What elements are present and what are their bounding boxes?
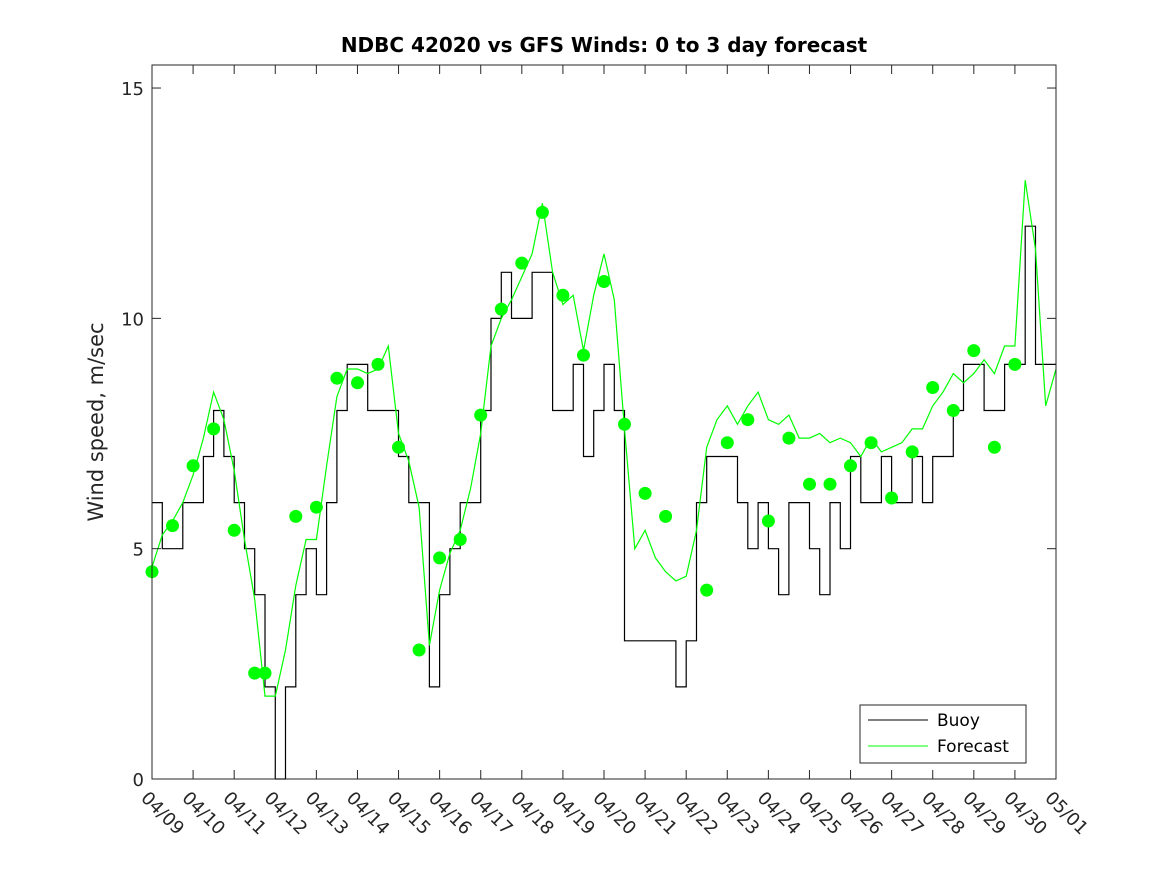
forecast-marker-point xyxy=(844,459,857,473)
y-axis-label: Wind speed, m/sec xyxy=(84,322,108,521)
y-tick-label: 15 xyxy=(121,79,144,100)
buoy-series-line xyxy=(152,225,1056,780)
forecast-marker-point xyxy=(967,344,981,358)
y-tick-label: 10 xyxy=(121,309,144,330)
forecast-marker-point xyxy=(494,302,508,316)
legend: Buoy Forecast xyxy=(859,704,1027,764)
forecast-marker-point xyxy=(207,422,221,436)
forecast-marker-point xyxy=(248,666,262,680)
forecast-marker-point xyxy=(926,381,940,394)
forecast-marker-point xyxy=(371,357,385,371)
forecast-marker-point xyxy=(864,436,878,450)
forecast-marker-point xyxy=(474,408,488,422)
forecast-marker-point xyxy=(803,477,816,491)
forecast-marker-point xyxy=(392,440,405,454)
forecast-marker-point xyxy=(289,509,303,523)
plot-area xyxy=(152,65,1056,779)
forecast-marker-point xyxy=(351,376,364,390)
forecast-marker-point xyxy=(741,413,755,427)
forecast-marker-point xyxy=(309,500,323,514)
forecast-marker-point xyxy=(761,514,775,528)
forecast-marker-point xyxy=(556,288,570,302)
forecast-marker-point xyxy=(638,486,652,500)
chart-title: NDBC 42020 vs GFS Winds: 0 to 3 day fore… xyxy=(341,33,868,57)
forecast-marker-point xyxy=(453,533,467,546)
forecast-marker-point xyxy=(1008,357,1022,371)
forecast-marker-point xyxy=(618,417,631,431)
legend-label-forecast: Forecast xyxy=(937,737,1009,757)
forecast-marker-point xyxy=(823,477,837,491)
forecast-marker-point xyxy=(186,459,200,473)
forecast-marker-point xyxy=(946,404,960,417)
forecast-marker-point xyxy=(577,348,590,362)
forecast-marker-point xyxy=(782,431,796,445)
forecast-marker-point xyxy=(535,205,549,219)
legend-label-buoy: Buoy xyxy=(937,711,980,731)
forecast-marker-point xyxy=(330,371,344,385)
forecast-marker-point xyxy=(515,256,529,270)
y-tick-label: 5 xyxy=(133,540,144,561)
forecast-marker-point xyxy=(258,666,272,680)
forecast-marker-point xyxy=(412,643,426,657)
y-tick-label: 0 xyxy=(133,770,144,791)
forecast-marker-point xyxy=(987,440,1001,454)
forecast-marker-point xyxy=(659,509,673,523)
forecast-marker-point xyxy=(227,523,241,537)
forecast-marker-point xyxy=(720,436,734,450)
forecast-marker-point xyxy=(433,551,447,565)
forecast-marker-point xyxy=(905,445,919,459)
forecast-marker-point xyxy=(885,491,899,505)
forecast-marker-point xyxy=(166,519,179,533)
forecast-marker-point xyxy=(700,583,714,597)
legend-box xyxy=(859,704,1027,764)
forecast-marker-point xyxy=(597,275,611,288)
forecast-series-line xyxy=(151,180,1057,697)
